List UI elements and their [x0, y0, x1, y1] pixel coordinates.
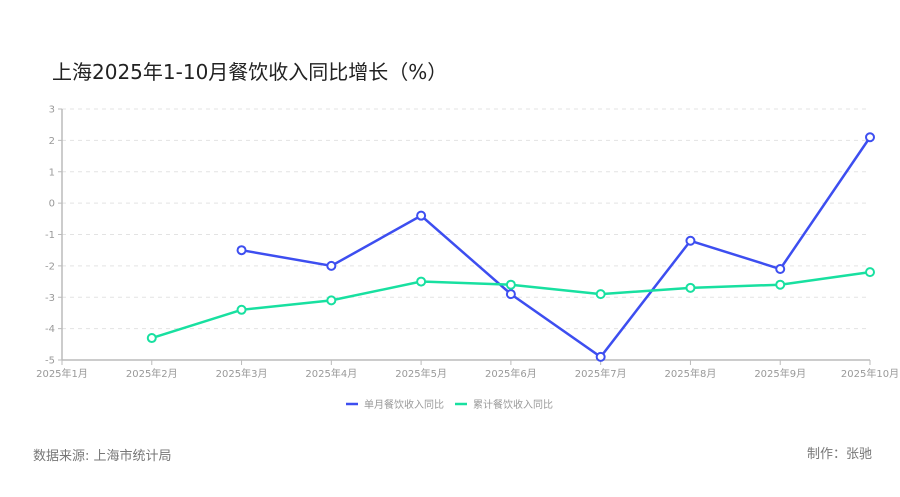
- data-point: [505, 289, 516, 300]
- data-point: [775, 279, 786, 290]
- y-tick-label: 0: [49, 199, 55, 210]
- data-source: 数据来源: 上海市统计局: [33, 449, 172, 464]
- data-point: [595, 289, 606, 300]
- data-point: [775, 264, 786, 275]
- data-point: [865, 132, 875, 143]
- data-point: [416, 276, 427, 287]
- x-tick-label: 2025年9月: [754, 367, 806, 380]
- data-point: [326, 260, 337, 271]
- x-tick-label: 2025年3月: [216, 367, 268, 380]
- x-tick-label: 2025年1月: [36, 367, 88, 380]
- data-point: [146, 333, 157, 344]
- x-tick-label: 2025年10月: [841, 367, 899, 380]
- y-tick-label: 2: [49, 136, 55, 147]
- x-tick-label: 2025年4月: [305, 367, 357, 380]
- data-point: [685, 282, 696, 293]
- x-tick-label: 2025年2月: [126, 367, 178, 380]
- x-tick-label: 2025年8月: [665, 367, 717, 380]
- y-tick-label: 3: [49, 105, 55, 116]
- data-point: [865, 267, 875, 278]
- data-point: [326, 295, 337, 306]
- data-point: [595, 351, 606, 362]
- x-tick-label: 2025年7月: [575, 367, 627, 380]
- y-tick-label: -2: [45, 261, 55, 272]
- legend-label: 单月餐饮收入同比: [364, 398, 444, 411]
- y-tick-label: -4: [45, 324, 55, 335]
- data-point: [685, 235, 696, 246]
- y-tick-label: 1: [49, 167, 55, 178]
- data-point: [416, 210, 427, 221]
- y-tick-label: -1: [45, 230, 55, 241]
- chart-title: 上海2025年1-10月餐饮收入同比增长（%）: [52, 60, 448, 84]
- x-tick-label: 2025年5月: [395, 367, 447, 380]
- x-tick-label: 2025年6月: [485, 367, 537, 380]
- data-point: [236, 304, 247, 315]
- series-line-1: [241, 136, 872, 359]
- y-tick-label: -5: [45, 356, 55, 367]
- y-tick-label: -3: [45, 293, 55, 304]
- legend-label: 累计餐饮收入同比: [473, 398, 553, 411]
- data-point: [236, 245, 247, 256]
- data-point: [505, 279, 516, 290]
- author-credit: 制作：张驰: [806, 447, 872, 462]
